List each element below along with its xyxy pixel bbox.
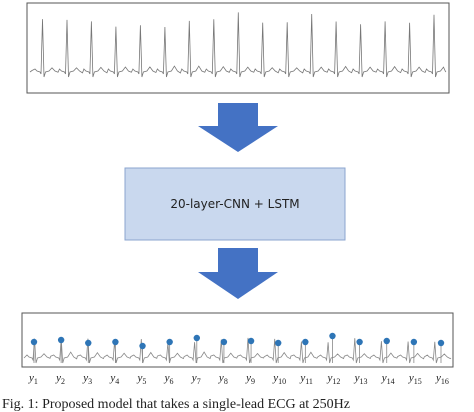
- output-symbol: y: [245, 372, 251, 384]
- output-symbol: y: [82, 372, 88, 384]
- output-label: y12: [326, 372, 340, 386]
- output-dot: [112, 338, 119, 346]
- output-symbol: y: [435, 372, 441, 384]
- output-dot: [193, 334, 200, 342]
- output-label: y15: [408, 372, 422, 386]
- output-index: 7: [197, 377, 201, 386]
- output-dot: [437, 339, 445, 347]
- output-symbol: y: [381, 372, 387, 384]
- output-dot: [166, 338, 173, 346]
- output-symbol: y: [408, 372, 414, 384]
- output-index: 16: [441, 377, 449, 386]
- output-symbol: y: [354, 372, 360, 384]
- model-label: 20-layer-CNN + LSTM: [170, 197, 299, 211]
- output-ecg: [23, 337, 452, 364]
- output-label: y13: [354, 372, 368, 386]
- output-dot: [85, 339, 92, 347]
- output-symbol: y: [191, 372, 197, 384]
- output-index: 9: [251, 377, 255, 386]
- output-index: 3: [88, 377, 92, 386]
- output-label: y16: [435, 372, 449, 386]
- output-index: 5: [142, 377, 146, 386]
- output-symbol: y: [164, 372, 170, 384]
- output-index: 4: [115, 377, 119, 386]
- output-index: 14: [387, 377, 395, 386]
- caption: Fig. 1: Proposed model that takes a sing…: [2, 397, 350, 412]
- output-index: 6: [170, 377, 174, 386]
- output-symbol: y: [109, 372, 115, 384]
- output-index: 1: [34, 377, 38, 386]
- output-dot: [329, 332, 336, 340]
- output-dot: [302, 338, 309, 346]
- output-index: 15: [414, 377, 422, 386]
- output-label: y3: [82, 372, 92, 386]
- output-symbol: y: [218, 372, 224, 384]
- outputs: y1 y2 y3 y4 y5 y6 y7 y8 y9 y10 y11 y12 y13 y14 y15 y16: [28, 332, 449, 386]
- output-box: [21, 312, 454, 368]
- output-index: 13: [359, 377, 367, 386]
- output-index: 12: [332, 377, 340, 386]
- output-symbol: y: [55, 372, 61, 384]
- output-label: y5: [137, 372, 147, 386]
- output-label: y6: [164, 372, 174, 386]
- output-symbol: y: [137, 372, 143, 384]
- output-label: y14: [381, 372, 395, 386]
- input-ecg: [29, 12, 447, 78]
- output-symbol: y: [28, 372, 34, 384]
- output-label: y11: [299, 372, 313, 386]
- model-box: [124, 167, 346, 241]
- output-label: y2: [55, 372, 65, 386]
- arrow: [198, 103, 278, 152]
- output-dot: [275, 339, 282, 347]
- output-index: 2: [61, 377, 65, 386]
- output-dot: [356, 338, 363, 346]
- output-index: 8: [224, 377, 228, 386]
- output-label: y1: [28, 372, 38, 386]
- output-dot: [30, 338, 38, 346]
- output-symbol: y: [299, 372, 305, 384]
- output-index: 11: [305, 377, 313, 386]
- output-label: y9: [245, 372, 255, 386]
- arrow: [198, 248, 278, 299]
- output-label: y10: [272, 372, 286, 386]
- output-label: y4: [109, 372, 119, 386]
- output-symbol: y: [326, 372, 332, 384]
- output-symbol: y: [272, 372, 278, 384]
- output-label: y7: [191, 372, 201, 386]
- output-dot: [220, 338, 228, 346]
- output-dot: [410, 338, 418, 346]
- output-dot: [247, 337, 255, 345]
- output-label: y8: [218, 372, 228, 386]
- output-dot: [139, 342, 146, 350]
- output-index: 10: [278, 377, 286, 386]
- output-dot: [383, 337, 390, 345]
- output-dot: [57, 336, 65, 344]
